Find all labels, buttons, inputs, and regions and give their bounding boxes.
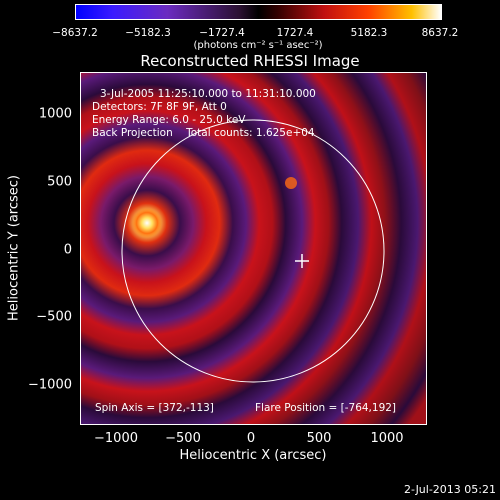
ring-pattern xyxy=(81,73,426,424)
y-axis-label: Heliocentric Y (arcsec) xyxy=(6,175,22,321)
y-tick: 0 xyxy=(63,242,72,258)
x-axis-label: Heliocentric X (arcsec) xyxy=(179,448,327,463)
y-tick: −500 xyxy=(36,309,72,325)
colorbar-tick: 1727.4 xyxy=(276,27,314,39)
x-tick: 1000 xyxy=(370,431,404,446)
time-range-label: 3-Jul-2005 11:25:10.000 to 11:31:10.000 xyxy=(100,88,316,100)
reconstructed-image xyxy=(81,73,426,424)
y-tick: 500 xyxy=(47,174,72,190)
x-tick: −500 xyxy=(165,431,201,446)
spin-axis-label: Spin Axis = [372,-113] xyxy=(95,402,214,414)
x-tick: 0 xyxy=(246,431,256,446)
spin-axis-marker xyxy=(295,254,309,268)
flare-position-label: Flare Position = [-764,192] xyxy=(255,402,397,414)
image-plot xyxy=(80,72,427,425)
colorbar-tick: 5182.3 xyxy=(350,27,388,39)
secondary-spot xyxy=(285,177,297,189)
colorbar-tick: 8637.2 xyxy=(421,27,459,39)
x-tick: 500 xyxy=(306,431,332,446)
y-tick: −1000 xyxy=(28,377,72,393)
colorbar-tick: −1727.4 xyxy=(199,27,245,39)
flare-source xyxy=(132,208,162,238)
method-counts-label: Back Projection Total counts: 1.625e+04 xyxy=(92,127,315,139)
solar-limb-circle xyxy=(121,119,385,383)
image-title: Reconstructed RHESSI Image xyxy=(140,52,360,70)
x-tick: −1000 xyxy=(94,431,138,446)
render-timestamp: 2-Jul-2013 05:21 xyxy=(403,483,496,496)
colorbar xyxy=(75,4,442,20)
energy-range-label: Energy Range: 6.0 - 25.0 keV xyxy=(92,114,246,126)
y-tick: 1000 xyxy=(38,106,72,122)
colorbar-unit: (photons cm⁻² s⁻¹ asec⁻²) xyxy=(193,40,323,51)
detectors-label: Detectors: 7F 8F 9F, Att 0 xyxy=(92,101,227,113)
colorbar-tick: −8637.2 xyxy=(52,27,98,39)
colorbar-tick: −5182.3 xyxy=(125,27,171,39)
